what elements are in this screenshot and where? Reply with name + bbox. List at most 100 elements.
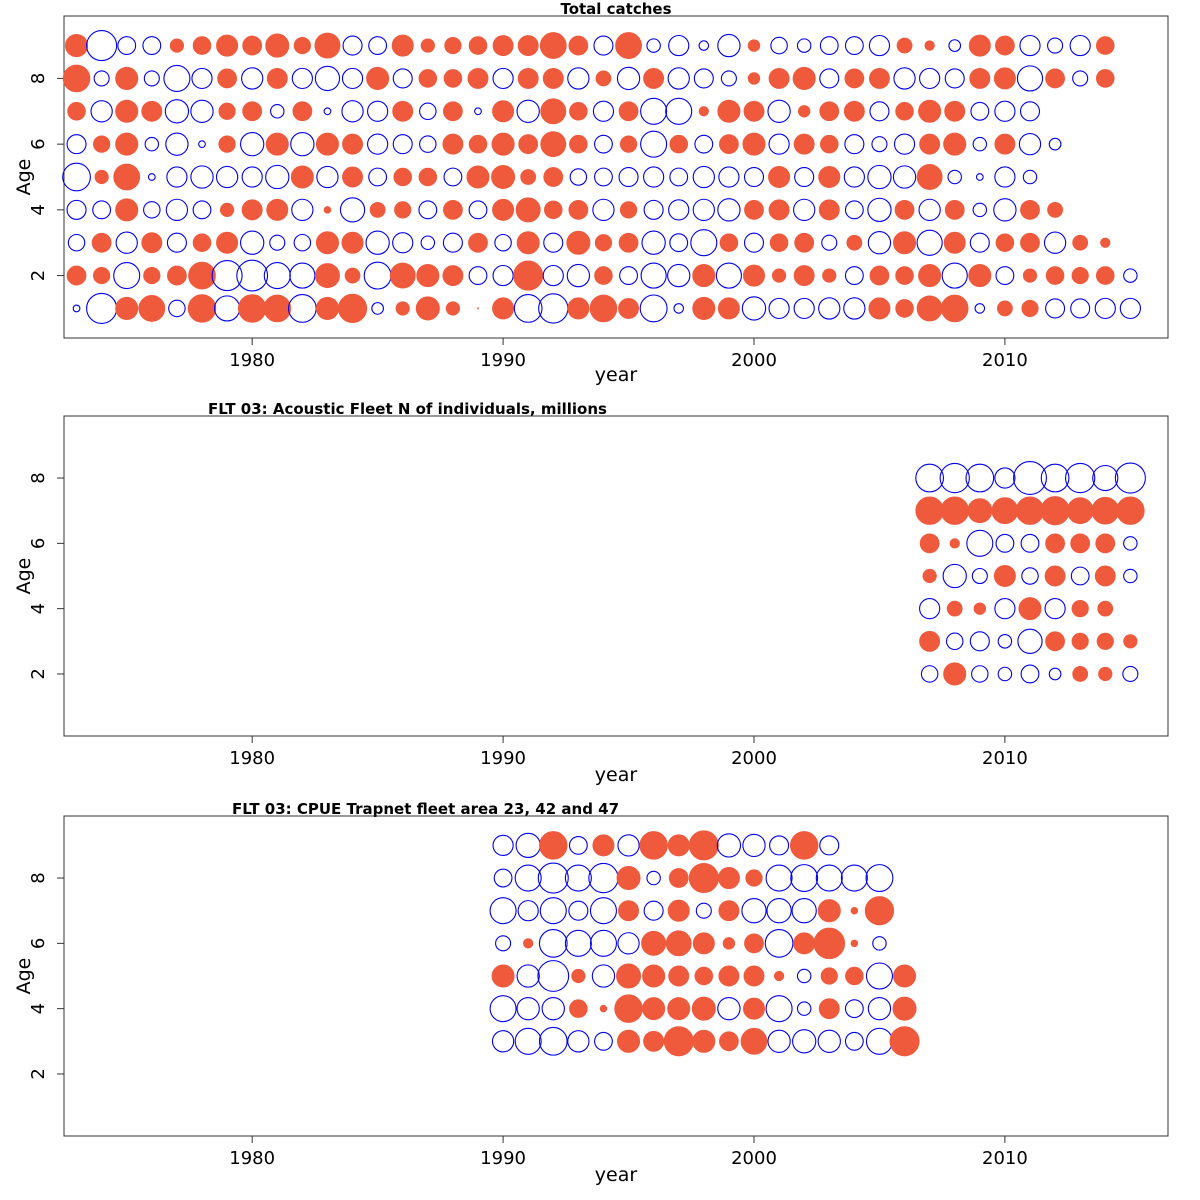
bubble-negative: [365, 230, 390, 255]
x-axis-label: year: [595, 1164, 638, 1186]
bubble-negative: [640, 97, 668, 125]
bubble-negative: [698, 40, 710, 51]
bubble-negative: [1065, 462, 1096, 494]
bubble-negative: [589, 929, 617, 957]
bubble-negative: [692, 165, 715, 189]
bubble-positive: [265, 33, 290, 58]
bubble-positive: [476, 307, 479, 310]
bubble-negative: [541, 996, 565, 1021]
bubble-positive: [569, 134, 588, 154]
bubble-negative: [443, 167, 463, 187]
bubble-negative: [865, 864, 894, 893]
bubble-negative: [717, 996, 741, 1021]
bubble-negative: [367, 100, 389, 122]
bubble-negative: [840, 864, 868, 892]
bubble-positive: [719, 1031, 739, 1052]
bubble-positive: [491, 132, 515, 156]
bubble-negative: [796, 38, 812, 53]
bubble-positive: [918, 264, 942, 288]
bubble-negative: [568, 835, 588, 855]
bubble-negative: [516, 996, 540, 1021]
bubble-negative: [939, 462, 970, 494]
bubble-positive: [241, 199, 263, 221]
bubble-positive: [369, 201, 386, 218]
bubble-negative: [269, 234, 286, 251]
bubble-positive: [569, 999, 588, 1018]
bubble-negative: [643, 199, 664, 220]
bubble-positive: [341, 231, 364, 254]
bubble-negative: [769, 835, 790, 856]
bubble-negative: [918, 198, 941, 222]
bubble-negative: [564, 929, 592, 957]
bubble-negative: [290, 131, 315, 157]
bubble-positive: [188, 261, 216, 290]
bubble-negative: [491, 1030, 515, 1053]
bubble-negative: [720, 70, 737, 87]
bubble-negative: [1019, 34, 1041, 57]
bubble-negative: [492, 67, 514, 90]
bubble-negative: [995, 266, 1015, 285]
bubble-negative: [1048, 667, 1062, 681]
y-tick-label: 2: [28, 668, 49, 679]
bubble-negative: [468, 200, 488, 220]
bubble-negative: [819, 68, 840, 89]
bubble-negative: [569, 168, 588, 186]
bubble-positive: [263, 294, 292, 323]
bubble-positive: [1116, 496, 1145, 525]
bubble-marks: [489, 830, 920, 1057]
bubble-positive: [692, 1029, 716, 1053]
bubble-positive: [949, 538, 960, 549]
bubble-positive: [694, 966, 714, 986]
bubble-positive: [915, 496, 944, 525]
bubble-positive: [141, 232, 163, 254]
bubble-positive: [138, 295, 166, 322]
panel-title: FLT 03: CPUE Trapnet fleet area 23, 42 a…: [232, 800, 619, 818]
bubble-positive: [67, 102, 86, 121]
bubble-positive: [542, 67, 564, 89]
bubble-positive: [167, 265, 187, 286]
bubble-negative: [287, 294, 317, 323]
bubble-positive: [113, 163, 141, 191]
bubble-negative: [1114, 462, 1146, 494]
bubble-negative: [291, 67, 313, 90]
bubble-positive: [569, 102, 588, 121]
bubble-negative: [668, 34, 690, 57]
bubble-positive: [820, 967, 838, 985]
bubble-positive: [293, 36, 311, 55]
bubble-negative: [489, 897, 517, 925]
bubble-positive: [1045, 266, 1065, 285]
bubble-positive: [868, 297, 891, 320]
bubble-positive: [940, 496, 969, 525]
bubble-positive: [616, 963, 642, 989]
bubble-positive: [719, 134, 739, 155]
bubble-negative: [792, 1029, 817, 1054]
x-tick-label: 2000: [731, 748, 777, 769]
y-tick-label: 8: [28, 872, 49, 883]
bubble-positive: [323, 206, 332, 214]
bubble-negative: [1043, 231, 1067, 254]
bubble-positive: [1044, 565, 1066, 587]
bubble-negative: [972, 136, 988, 152]
bubble-negative: [669, 233, 689, 253]
bubble-positive: [1094, 565, 1116, 587]
bubble-positive: [1123, 634, 1138, 649]
bubble-positive: [688, 863, 719, 894]
bubble-negative: [1122, 665, 1139, 683]
bubble-positive: [718, 900, 740, 922]
bubble-negative: [997, 634, 1013, 649]
bubble-negative: [368, 167, 388, 187]
bubble-positive: [491, 964, 515, 988]
bubble-negative: [665, 97, 693, 125]
bubble-positive: [540, 98, 567, 125]
bubble-negative: [640, 130, 668, 158]
bubble-positive: [62, 64, 91, 93]
bubble-negative: [843, 166, 865, 188]
bubble-negative: [537, 862, 569, 894]
bubble-negative: [844, 200, 864, 220]
bubble-negative: [972, 202, 988, 218]
bubble-positive: [517, 67, 539, 89]
bubble-negative: [971, 567, 988, 585]
bubble-positive: [1095, 69, 1115, 88]
bubble-positive: [747, 39, 761, 52]
bubble-negative: [673, 303, 685, 314]
